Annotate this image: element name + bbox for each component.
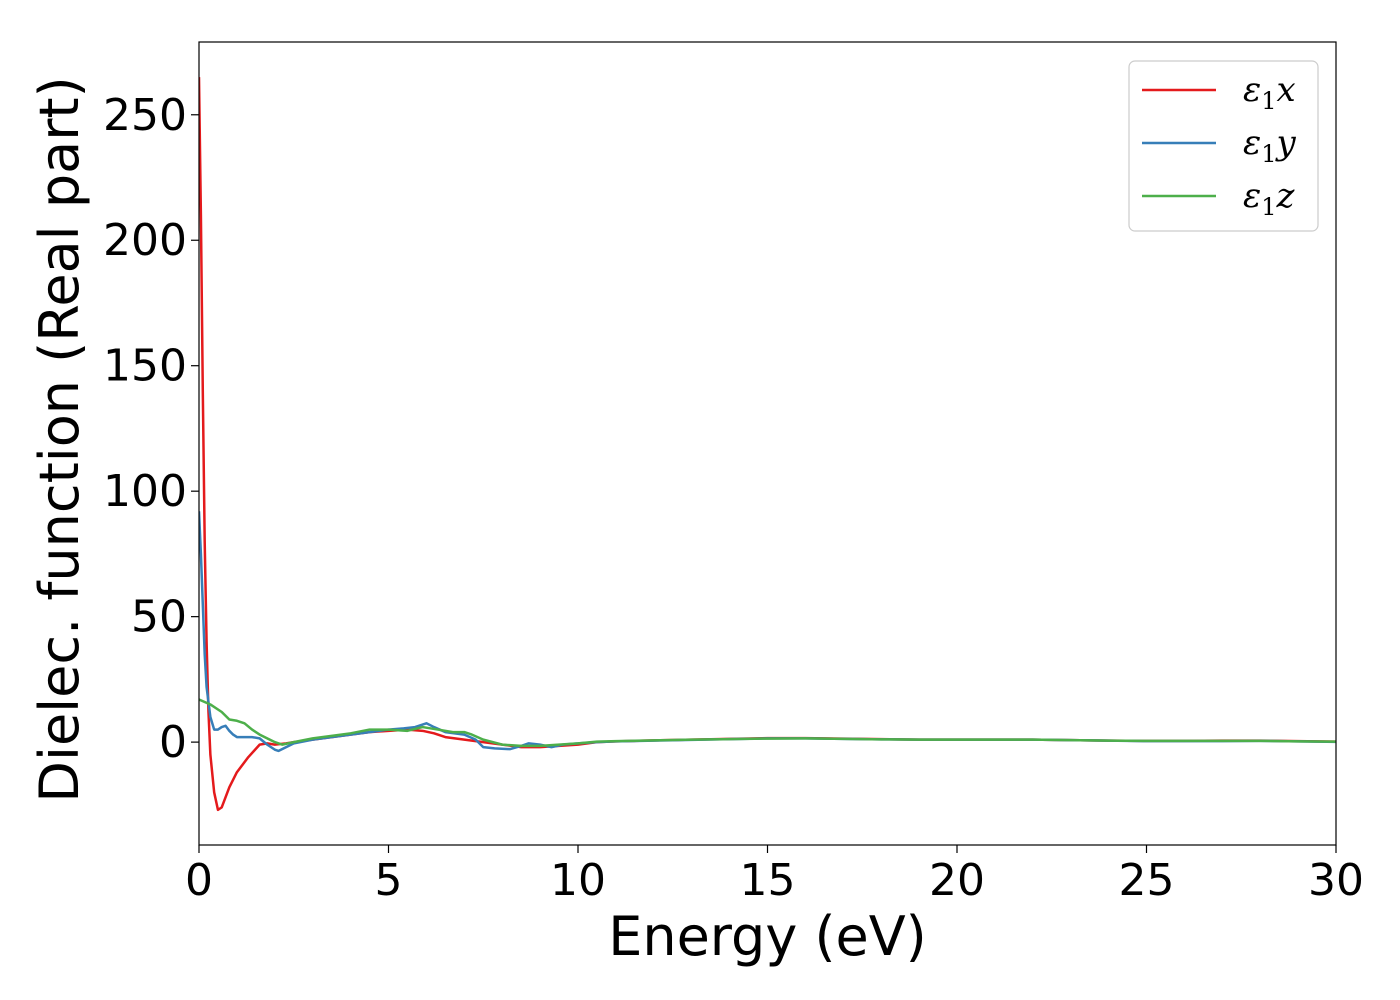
x-axis-title: Energy (eV) <box>608 905 927 968</box>
x-tick-label: 5 <box>375 855 403 906</box>
x-tick-label: 30 <box>1308 855 1364 906</box>
y-axis-title: Dielec. function (Real part) <box>28 76 91 802</box>
x-tick-label: 15 <box>740 855 796 906</box>
legend: ε1x ε1y ε1z <box>1128 60 1319 232</box>
x-axis-ticks: 0 5 10 15 20 25 30 <box>185 845 1364 906</box>
series-layer <box>199 77 1336 812</box>
y-tick-label: 200 <box>103 215 187 266</box>
y-axis-ticks: 0 50 100 150 200 250 <box>103 90 199 768</box>
x-tick-label: 25 <box>1119 855 1175 906</box>
y-tick-label: 250 <box>103 90 187 141</box>
legend-label-y: ε1y <box>1243 123 1297 168</box>
x-tick-label: 20 <box>929 855 985 906</box>
y-tick-label: 100 <box>103 466 187 517</box>
legend-label-x: ε1x <box>1243 70 1296 115</box>
legend-label-z: ε1z <box>1243 176 1296 221</box>
y-tick-label: 150 <box>103 341 187 392</box>
series-line-y <box>199 511 1336 753</box>
legend-box <box>1128 60 1319 232</box>
x-tick-label: 10 <box>550 855 606 906</box>
series-line-z <box>199 698 1336 748</box>
x-tick-label: 0 <box>185 855 213 906</box>
y-tick-label: 50 <box>131 592 187 643</box>
y-tick-label: 0 <box>159 717 187 768</box>
